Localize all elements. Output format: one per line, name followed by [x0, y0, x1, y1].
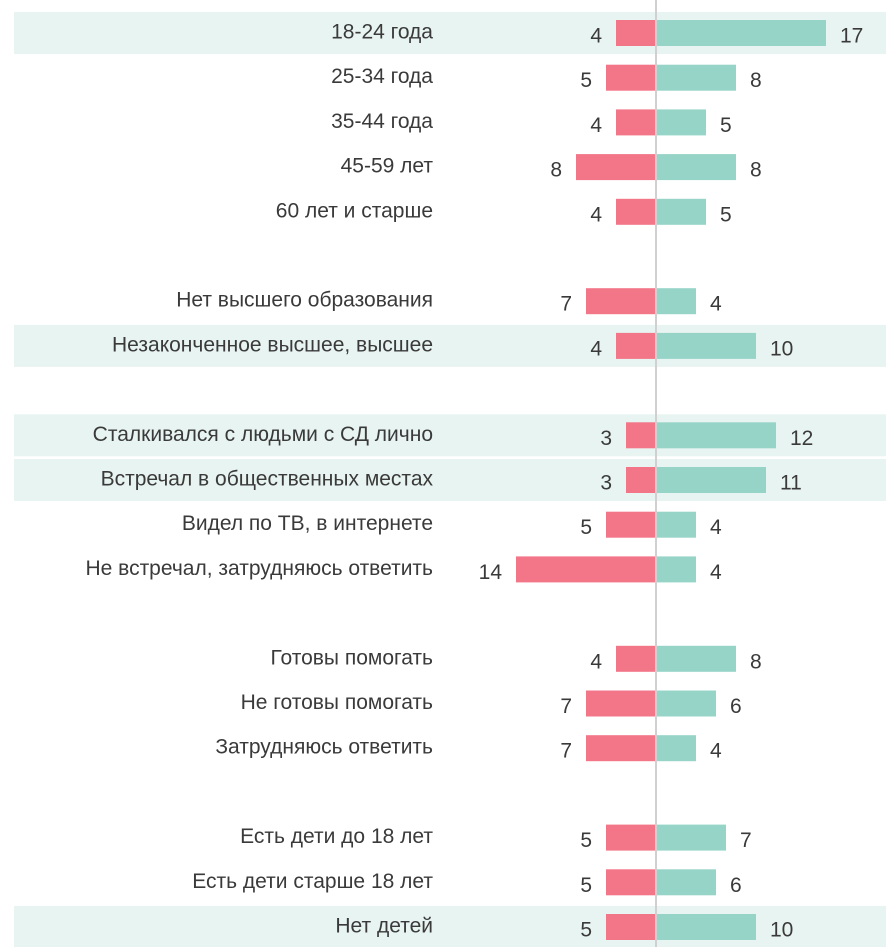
bar-right: [656, 198, 706, 225]
bar-right: [656, 64, 736, 91]
category-label: Есть дети старше 18 лет: [192, 870, 433, 893]
value-label: 7: [560, 293, 572, 316]
bar-right: [656, 154, 736, 181]
bar-left: [616, 109, 656, 136]
value-label: 10: [770, 337, 793, 360]
bar-left: [606, 914, 656, 940]
bar-right: [656, 824, 726, 851]
value-label: 6: [730, 695, 742, 718]
value-label: 6: [730, 874, 742, 897]
value-label: 10: [770, 919, 793, 942]
bar-left: [586, 735, 656, 762]
bar-left: [616, 645, 656, 672]
bar-left: [586, 288, 656, 315]
value-label: 8: [750, 69, 762, 92]
category-label: Встречал в общественных местах: [101, 468, 434, 491]
value-label: 4: [590, 337, 602, 360]
value-label: 4: [590, 203, 602, 226]
value-label: 11: [780, 472, 802, 495]
category-label: 35-44 года: [331, 110, 433, 133]
bar-right: [656, 645, 736, 672]
value-label: 3: [600, 427, 612, 450]
bar-left: [576, 154, 656, 181]
bar-left: [586, 690, 656, 717]
category-label: Сталкивался с людьми с СД лично: [93, 423, 433, 446]
value-label: 7: [740, 829, 752, 852]
value-label: 5: [580, 69, 592, 92]
value-label: 4: [710, 740, 722, 763]
bar-right: [656, 332, 756, 359]
category-label: Видел по ТВ, в интернете: [182, 512, 433, 535]
bar-right: [656, 20, 826, 46]
category-label: 25-34 года: [331, 65, 433, 88]
bar-right: [656, 690, 716, 717]
category-label: Не встречал, затрудняюсь ответить: [85, 557, 433, 580]
bar-left: [606, 824, 656, 851]
category-label: Нет детей: [335, 915, 433, 938]
bar-left: [606, 869, 656, 896]
bar-left: [616, 198, 656, 225]
value-label: 12: [790, 427, 813, 450]
category-label: Затрудняюсь ответить: [215, 736, 433, 759]
value-label: 4: [710, 561, 722, 584]
value-label: 5: [720, 203, 732, 226]
value-label: 5: [580, 829, 592, 852]
bar-right: [656, 422, 776, 449]
bar-right: [656, 914, 756, 940]
value-label: 4: [590, 25, 602, 48]
value-label: 4: [590, 650, 602, 673]
value-label: 5: [580, 874, 592, 897]
value-label: 7: [560, 695, 572, 718]
bar-right: [656, 556, 696, 583]
bar-left: [626, 467, 656, 493]
bar-left: [516, 556, 656, 583]
bar-left: [606, 64, 656, 91]
value-label: 4: [590, 114, 602, 137]
value-label: 14: [479, 561, 503, 584]
bar-right: [656, 467, 766, 493]
value-label: 5: [720, 114, 732, 137]
category-label: Незаконченное высшее, высшее: [112, 333, 433, 356]
value-label: 8: [750, 159, 762, 182]
bar-left: [626, 422, 656, 449]
value-label: 4: [710, 516, 722, 539]
bar-left: [606, 511, 656, 538]
bar-right: [656, 869, 716, 896]
value-label: 5: [580, 516, 592, 539]
category-label: 45-59 лет: [341, 155, 434, 178]
value-label: 4: [710, 293, 722, 316]
bar-right: [656, 109, 706, 136]
bar-right: [656, 511, 696, 538]
bar-left: [616, 332, 656, 359]
bar-left: [616, 20, 656, 46]
value-label: 8: [550, 159, 562, 182]
category-label: 18-24 года: [331, 21, 433, 44]
category-label: 60 лет и старше: [276, 199, 433, 222]
bar-right: [656, 735, 696, 762]
category-label: Есть дети до 18 лет: [240, 825, 433, 848]
category-label: Нет высшего образования: [176, 289, 433, 312]
category-label: Не готовы помогать: [241, 691, 433, 714]
value-label: 3: [600, 472, 612, 495]
value-label: 8: [750, 650, 762, 673]
value-label: 17: [840, 25, 863, 48]
value-label: 7: [560, 740, 572, 763]
category-label: Готовы помогать: [271, 646, 434, 669]
bar-right: [656, 288, 696, 315]
value-label: 5: [580, 919, 592, 942]
